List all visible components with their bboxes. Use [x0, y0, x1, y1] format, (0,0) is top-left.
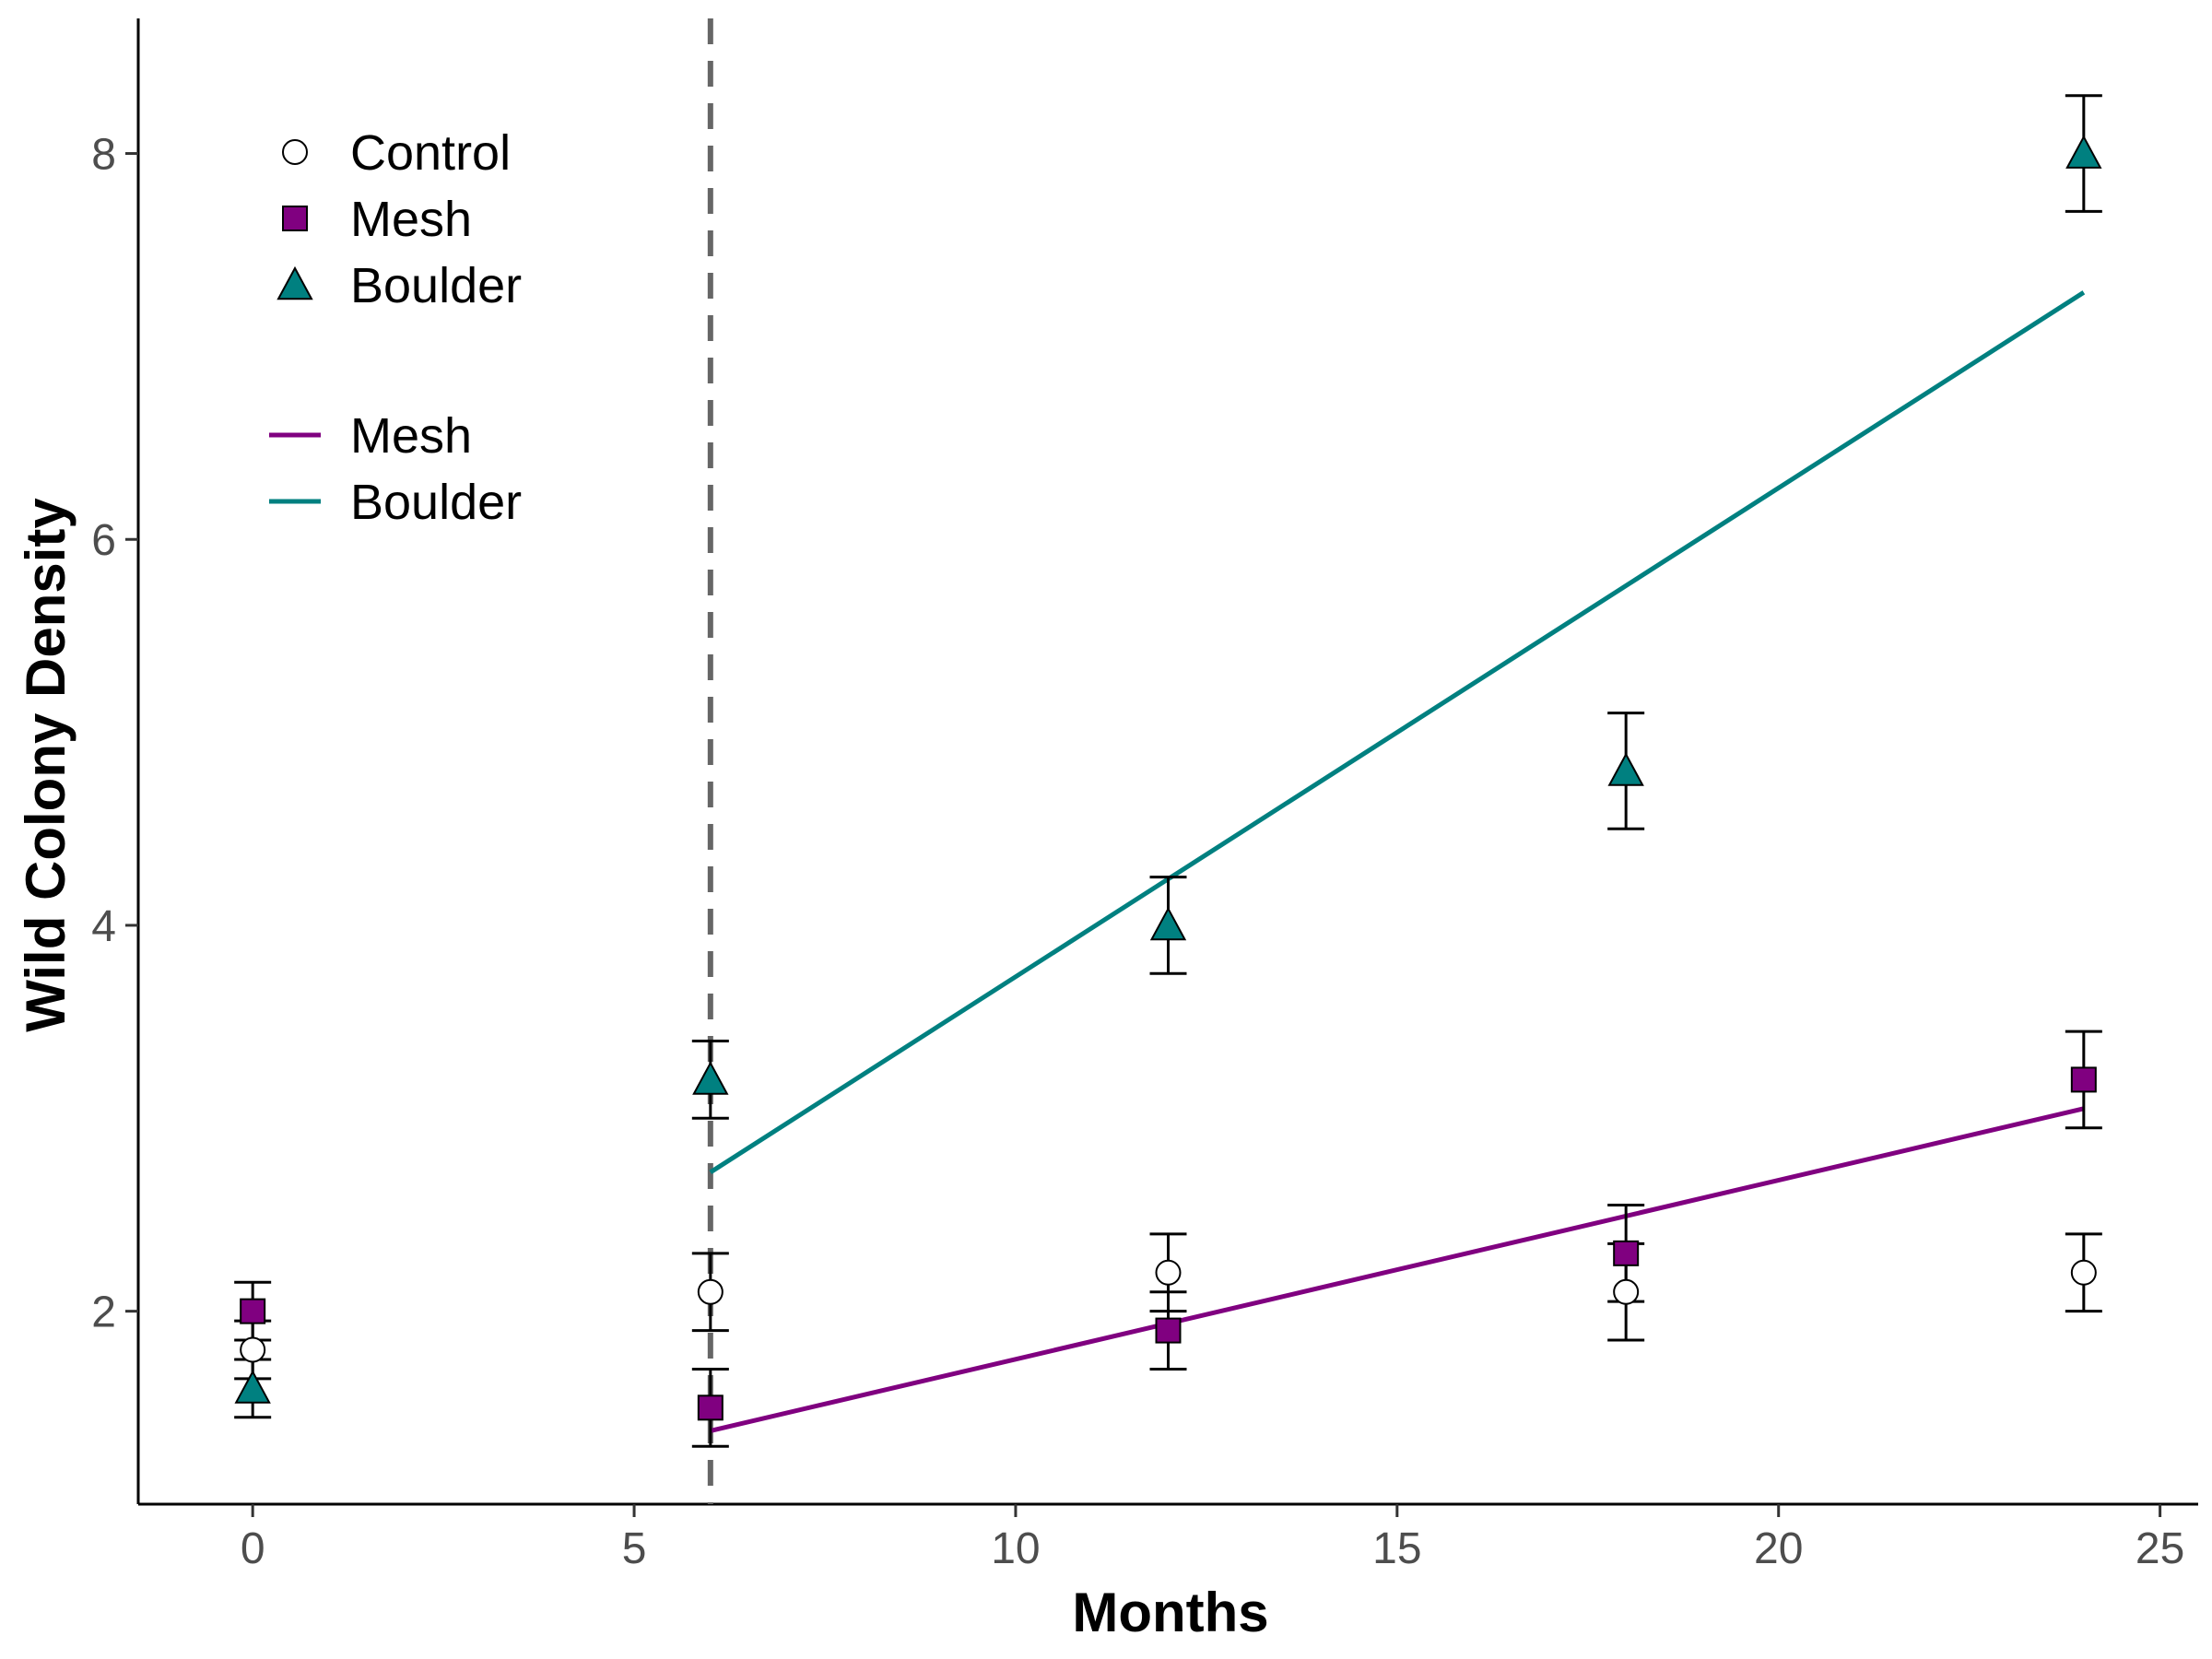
- y-tick-label: 8: [91, 131, 116, 180]
- data-point-mesh: [697, 1394, 724, 1421]
- data-point-boulder: [692, 1061, 729, 1095]
- legend-label-boulder: Boulder: [350, 258, 522, 313]
- data-point-boulder: [1149, 906, 1187, 941]
- data-point-mesh: [2070, 1066, 2097, 1093]
- data-point-mesh: [1155, 1317, 1182, 1344]
- data-point-control: [1155, 1259, 1182, 1286]
- data-point-mesh: [1613, 1240, 1640, 1266]
- x-tick-label: 15: [1372, 1524, 1421, 1573]
- x-tick-label: 20: [1754, 1524, 1803, 1573]
- data-point-boulder: [1607, 752, 1644, 786]
- legend-key-boulder: [276, 265, 313, 300]
- trend-line-mesh: [710, 1106, 2085, 1433]
- data-point-control: [240, 1336, 266, 1363]
- y-tick-label: 6: [91, 516, 116, 565]
- data-point-boulder: [234, 1370, 271, 1404]
- trend-line-boulder: [709, 290, 2086, 1175]
- data-point-control: [1613, 1278, 1640, 1305]
- legend-label-control: Control: [350, 125, 511, 181]
- y-tick-label: 2: [91, 1288, 116, 1337]
- y-axis-title: Wild Colony Density: [15, 498, 76, 1032]
- legend-line-label-boulder: Boulder: [350, 475, 522, 530]
- x-tick-label: 25: [2136, 1524, 2184, 1573]
- data-point-control: [2070, 1259, 2097, 1286]
- legend-line-label-mesh: Mesh: [350, 408, 472, 464]
- y-tick-label: 4: [91, 902, 116, 951]
- x-tick-label: 10: [991, 1524, 1040, 1573]
- legend-key-mesh: [282, 206, 308, 231]
- data-point-boulder: [2065, 135, 2102, 169]
- legend-key-control: [282, 139, 308, 165]
- data-point-mesh: [240, 1298, 266, 1324]
- data-point-control: [697, 1278, 724, 1305]
- x-tick-label: 0: [241, 1524, 265, 1573]
- legend-label-mesh: Mesh: [350, 192, 472, 247]
- x-tick-label: 5: [622, 1524, 647, 1573]
- x-axis-title: Months: [1072, 1582, 1268, 1643]
